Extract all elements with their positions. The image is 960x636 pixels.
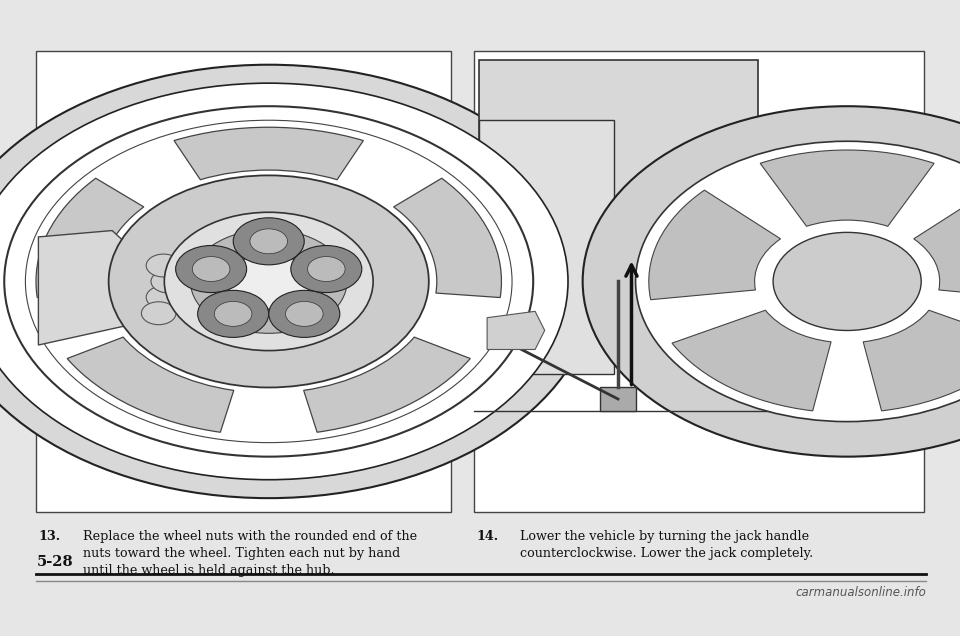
Circle shape [108, 176, 429, 387]
Text: ProCarManuals.com: ProCarManuals.com [12, 283, 22, 372]
Circle shape [269, 291, 340, 338]
Wedge shape [649, 190, 780, 300]
Text: 13.: 13. [38, 530, 60, 543]
Circle shape [4, 106, 533, 457]
Circle shape [164, 212, 373, 350]
Circle shape [146, 286, 180, 309]
Polygon shape [38, 230, 170, 345]
Circle shape [0, 83, 568, 480]
Wedge shape [394, 178, 501, 298]
Circle shape [250, 229, 287, 254]
Wedge shape [863, 310, 960, 411]
Circle shape [214, 301, 252, 326]
Circle shape [146, 254, 180, 277]
Text: Lower the vehicle by turning the jack handle
counterclockwise. Lower the jack co: Lower the vehicle by turning the jack ha… [520, 530, 813, 560]
Text: 5-28: 5-28 [36, 555, 73, 569]
Circle shape [151, 270, 185, 293]
Circle shape [25, 120, 512, 443]
Circle shape [192, 256, 230, 282]
Circle shape [291, 245, 362, 293]
Bar [600, 387, 636, 411]
Circle shape [636, 141, 960, 422]
Circle shape [583, 106, 960, 457]
Text: 14.: 14. [476, 530, 498, 543]
Wedge shape [914, 190, 960, 300]
Polygon shape [487, 311, 544, 350]
Circle shape [285, 301, 324, 326]
Wedge shape [672, 310, 831, 411]
Wedge shape [760, 150, 934, 226]
Circle shape [176, 245, 247, 293]
Circle shape [227, 254, 310, 309]
Text: carmanualsonline.info: carmanualsonline.info [796, 586, 926, 598]
Circle shape [198, 291, 269, 338]
Bar [479, 120, 613, 374]
Circle shape [141, 302, 176, 324]
Text: Replace the wheel nuts with the rounded end of the
nuts toward the wheel. Tighte: Replace the wheel nuts with the rounded … [83, 530, 417, 577]
Circle shape [0, 65, 596, 498]
Circle shape [233, 218, 304, 265]
Bar [36, 51, 451, 512]
Wedge shape [303, 337, 470, 432]
Wedge shape [36, 178, 144, 298]
Wedge shape [67, 337, 234, 432]
Bar [479, 60, 757, 281]
Circle shape [773, 232, 922, 331]
Circle shape [190, 230, 347, 333]
Wedge shape [174, 127, 364, 180]
Bar [474, 51, 924, 512]
Circle shape [307, 256, 345, 282]
